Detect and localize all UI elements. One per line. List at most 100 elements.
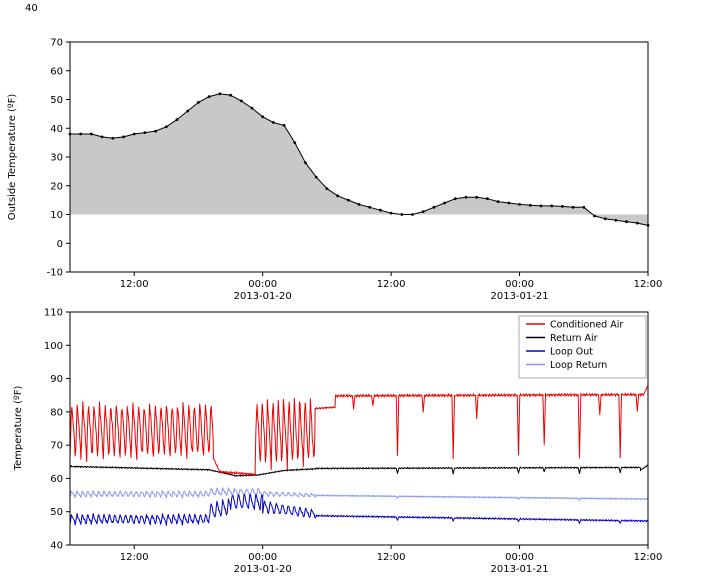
series-loop-return [69,487,648,501]
y-tick-label: 20 [50,181,63,192]
data-point-marker [261,115,265,119]
data-point-marker [79,132,83,136]
stray-top-left-label: 40 [25,3,38,14]
legend: Conditioned Air Return Air Loop Out Loop Re… [518,315,647,379]
y-tick-label: 60 [50,66,63,77]
data-point-marker [143,131,147,135]
y-tick-label: 100 [44,341,63,352]
data-point-marker [229,93,233,97]
data-point-marker [443,201,446,205]
data-point-marker [111,136,115,140]
y-tick-label: 30 [50,153,63,164]
y-tick-label: 60 [50,474,63,485]
data-point-marker [357,203,361,206]
data-point-marker [635,221,639,225]
x-tick-label: 12:00 [377,552,406,563]
y-tick-label: 50 [50,95,63,106]
y-tick-label: 90 [50,374,63,385]
data-point-marker [186,109,190,113]
y-tick-label: 0 [57,239,63,250]
legend-label-loop-return: Loop Return [550,360,607,371]
y-tick-label: 40 [50,124,63,135]
data-point-marker [282,124,286,127]
x-date-label: 2013-01-21 [490,291,548,302]
x-date-label: 2013-01-21 [490,564,548,575]
y-tick-label: 10 [50,210,63,221]
x-date-label: 2013-01-20 [234,564,292,575]
legend-label-conditioned-air: Conditioned Air [550,320,623,331]
y-tick-label: 40 [50,541,63,552]
data-point-marker [400,213,404,216]
data-point-marker [132,132,136,136]
data-point-marker [614,218,618,222]
data-point-marker [411,213,414,216]
x-tick-label: 12:00 [377,279,406,290]
data-point-marker [550,204,554,208]
data-point-marker [561,205,564,208]
x-date-label: 2013-01-20 [234,291,292,302]
series-return-air [69,464,648,477]
data-point-marker [100,135,104,139]
x-tick-label: 00:00 [505,552,534,563]
x-tick-label: 12:00 [120,552,149,563]
data-point-marker [90,132,93,136]
legend-box [518,315,647,379]
x-tick-label: 12:00 [634,279,663,290]
x-tick-label: 12:00 [120,279,149,290]
y-tick-label: 70 [50,441,63,452]
data-point-marker [475,195,479,199]
data-point-marker [582,205,586,209]
data-point-marker [379,208,382,212]
x-tick-label: 00:00 [248,279,277,290]
data-point-marker [164,125,168,129]
data-point-marker [197,101,200,104]
data-point-marker [389,211,393,215]
data-point-marker [293,141,297,145]
y-tick-label: 80 [50,407,63,418]
data-point-marker [175,118,179,121]
data-point-marker [346,198,350,202]
data-point-marker [122,135,125,139]
data-point-marker [571,205,575,209]
data-point-marker [250,106,254,110]
x-tick-label: 12:00 [634,552,663,563]
data-point-marker [368,205,372,209]
data-point-marker [154,129,158,133]
data-point-marker [239,99,243,103]
data-point-marker [421,210,425,214]
legend-label-loop-out: Loop Out [550,347,593,358]
area-fill [70,93,648,226]
y-tick-label: 50 [50,507,63,518]
data-point-marker [528,203,532,207]
data-point-marker [272,121,275,124]
data-point-marker [453,197,457,201]
data-point-marker [593,214,596,218]
y-tick-label: -10 [47,268,63,279]
legend-label-return-air: Return Air [550,333,598,344]
series-conditioned-air [69,385,648,476]
data-point-marker [432,205,436,209]
data-point-marker [336,194,339,198]
plot-border [69,311,649,546]
data-point-marker [486,197,489,201]
data-point-marker [218,92,222,96]
data-point-marker [603,217,607,221]
series-loop-out [69,494,648,527]
data-point-marker [496,200,500,204]
data-point-marker [518,203,521,206]
data-point-marker [507,201,511,205]
data-point-marker [304,161,307,165]
x-tick-label: 00:00 [248,552,277,563]
data-point-marker [464,195,468,199]
data-point-marker [539,204,543,208]
data-point-marker [314,175,318,179]
y-tick-label: 70 [50,38,63,49]
x-tick-label: 00:00 [505,279,534,290]
data-point-marker [207,95,211,98]
data-point-marker [325,187,329,191]
data-point-marker [625,220,628,224]
